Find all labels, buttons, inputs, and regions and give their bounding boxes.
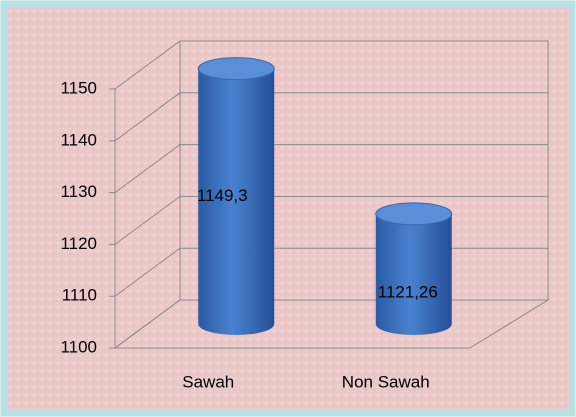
bar-top xyxy=(197,57,275,81)
value-label: 1121,26 xyxy=(378,282,438,301)
y-tick-label: 1140 xyxy=(60,130,97,149)
y-tick-label: 1130 xyxy=(60,182,97,201)
grid-line xyxy=(114,40,548,90)
grid-line xyxy=(114,92,548,142)
value-label: 1149,3 xyxy=(197,186,248,205)
y-tick-label: 1150 xyxy=(60,78,97,97)
y-tick-label: 1110 xyxy=(62,286,97,305)
x-tick-label: Sawah xyxy=(182,372,234,391)
grid-line xyxy=(114,144,548,194)
y-tick-label: 1120 xyxy=(60,234,97,253)
grid-line xyxy=(114,195,548,245)
x-tick-label: Non Sawah xyxy=(342,372,430,391)
bar-top xyxy=(375,202,453,226)
bar xyxy=(198,68,275,335)
bar xyxy=(375,213,452,335)
y-tick-label: 1100 xyxy=(60,337,97,356)
